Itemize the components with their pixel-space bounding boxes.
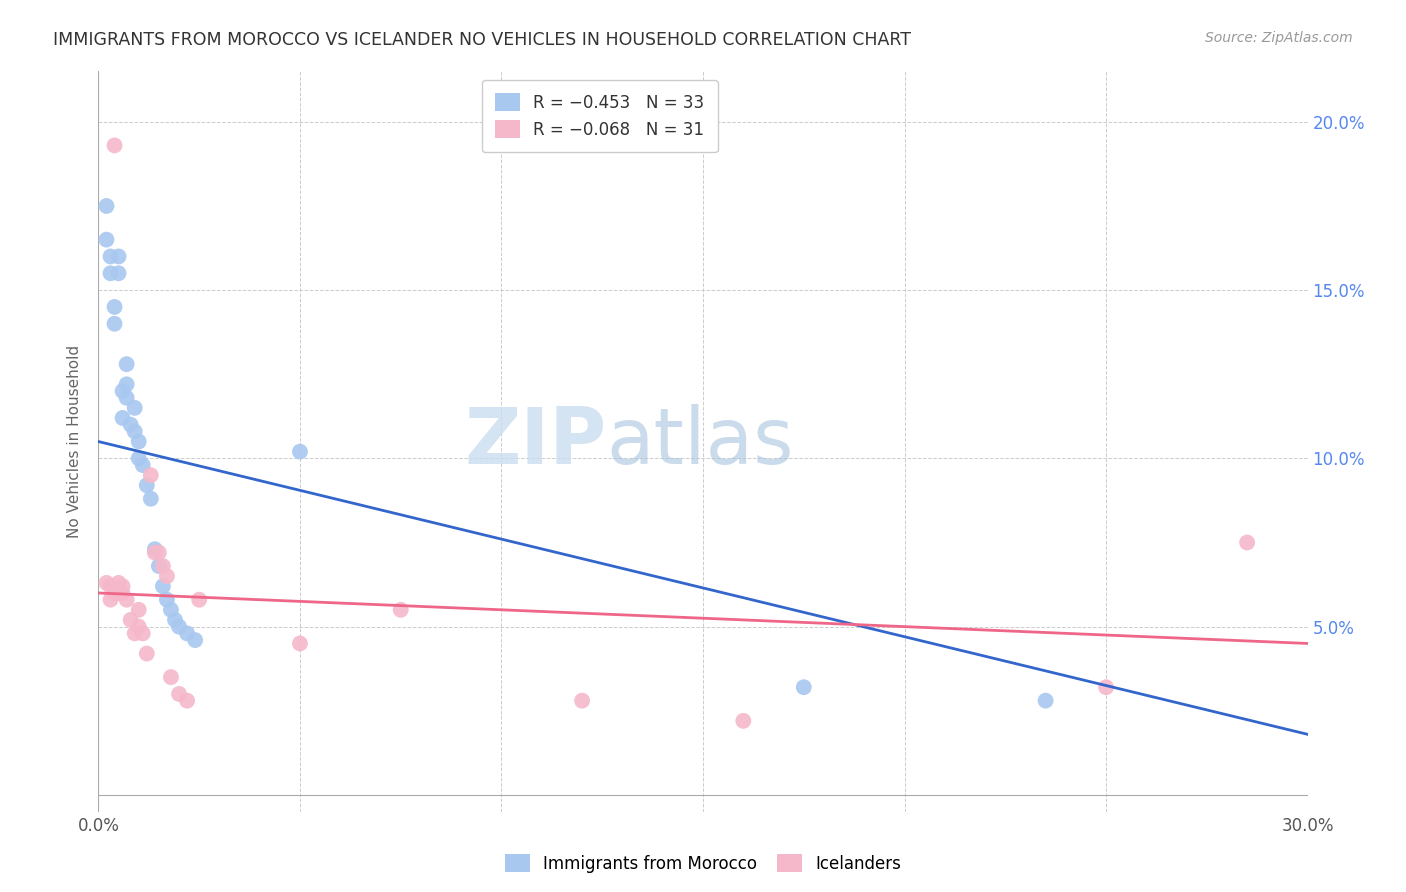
Point [96,575,118,590]
Point [107,586,129,600]
Point [1095,680,1118,694]
Point [148,559,170,574]
Point [103,300,125,314]
Point [128,619,150,633]
Point [160,603,183,617]
Point [128,603,150,617]
Point [115,357,138,371]
Point [143,546,166,560]
Point [111,579,134,593]
Point [148,546,170,560]
Point [111,411,134,425]
Point [288,636,311,650]
Point [124,425,146,439]
Point [135,647,157,661]
Point [1236,535,1258,549]
Text: ZIP: ZIP [464,403,606,480]
Point [132,458,155,472]
Point [156,569,179,583]
Point [96,199,118,213]
Point [571,694,593,708]
Point [139,468,162,483]
Y-axis label: No Vehicles in Household: No Vehicles in Household [67,345,83,538]
Point [176,626,198,640]
Point [124,626,146,640]
Point [184,633,207,648]
Point [733,714,755,728]
Text: atlas: atlas [606,403,794,480]
Point [135,478,157,492]
Point [111,384,134,398]
Point [389,603,412,617]
Point [100,592,122,607]
Point [128,434,150,449]
Point [143,542,166,557]
Point [115,391,138,405]
Point [139,491,162,506]
Point [103,586,125,600]
Point [132,626,155,640]
Point [103,138,125,153]
Point [107,266,129,280]
Legend: Immigrants from Morocco, Icelanders: Immigrants from Morocco, Icelanders [498,847,908,880]
Text: Source: ZipAtlas.com: Source: ZipAtlas.com [1205,31,1353,45]
Point [96,233,118,247]
Point [167,619,190,633]
Point [152,579,174,593]
Point [188,592,211,607]
Point [115,592,138,607]
Point [160,670,183,684]
Point [115,377,138,392]
Point [288,444,311,458]
Legend: R = −0.453   N = 33, R = −0.068   N = 31: R = −0.453 N = 33, R = −0.068 N = 31 [482,79,717,152]
Point [167,687,190,701]
Point [128,451,150,466]
Point [103,317,125,331]
Point [100,266,122,280]
Point [111,586,134,600]
Point [107,249,129,264]
Point [156,592,179,607]
Point [152,559,174,574]
Point [120,417,142,432]
Point [107,575,129,590]
Point [793,680,815,694]
Point [120,613,142,627]
Text: IMMIGRANTS FROM MOROCCO VS ICELANDER NO VEHICLES IN HOUSEHOLD CORRELATION CHART: IMMIGRANTS FROM MOROCCO VS ICELANDER NO … [53,31,911,49]
Point [176,694,198,708]
Point [1035,694,1057,708]
Point [100,249,122,264]
Point [100,579,122,593]
Point [124,401,146,415]
Point [163,613,186,627]
